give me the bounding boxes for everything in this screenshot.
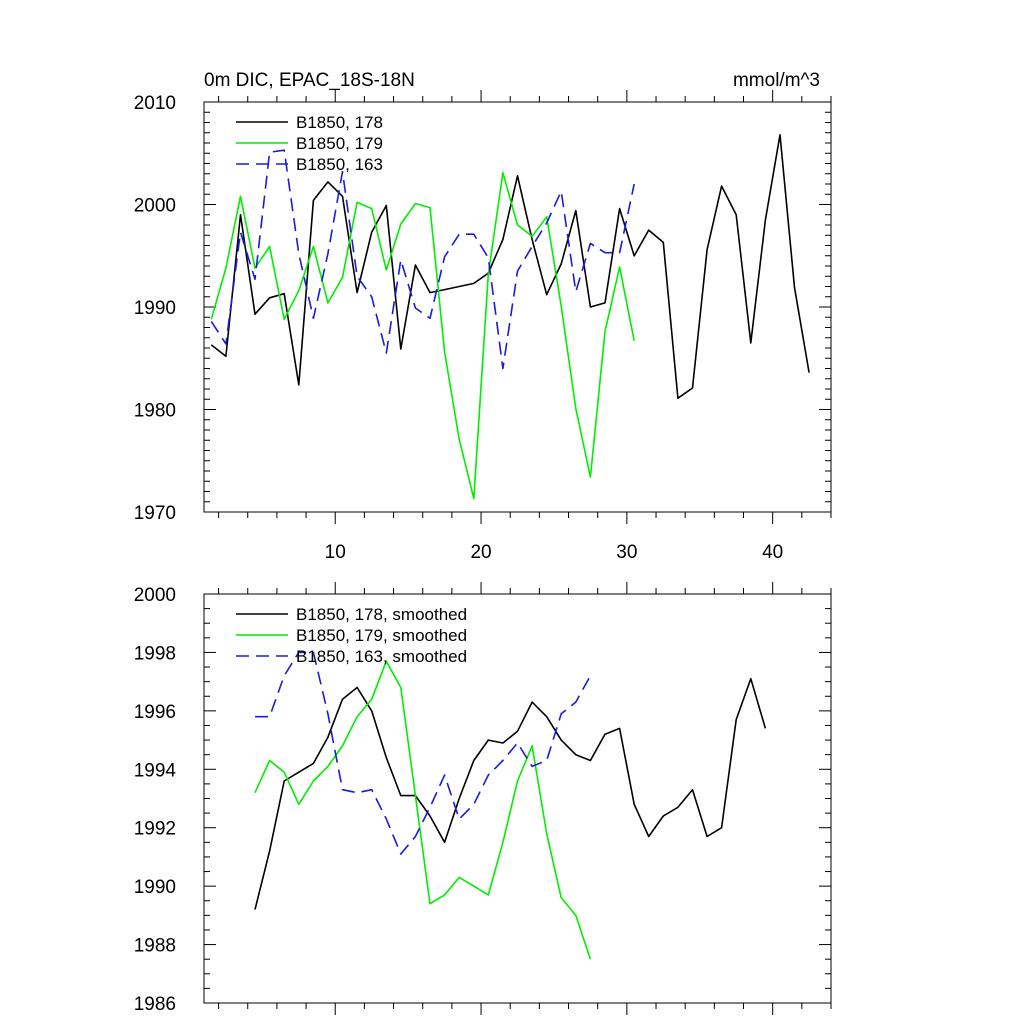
legend-label-1: B1850, 178 xyxy=(296,113,383,132)
y-tick-label: 1996 xyxy=(134,702,176,723)
y-tick-label: 2000 xyxy=(134,196,176,217)
top-panel-series xyxy=(210,134,810,500)
series-line-3 xyxy=(210,149,635,370)
series-line-2 xyxy=(210,171,635,500)
legend-label-1: B1850, 178, smoothed xyxy=(296,605,467,624)
legend-label-2: B1850, 179, smoothed xyxy=(296,626,467,645)
x-tick-label: 10 xyxy=(325,542,346,563)
series-line-1 xyxy=(254,677,767,910)
x-tick-label: 30 xyxy=(616,542,637,563)
series-line-2 xyxy=(254,660,592,960)
y-tick-label: 1980 xyxy=(134,401,176,422)
y-tick-label: 2010 xyxy=(134,93,176,114)
legend-label-3: B1850, 163, smoothed xyxy=(296,647,467,666)
top-panel-legend: B1850, 178 B1850, 179 B1850, 163 xyxy=(236,113,383,174)
bottom-panel: 1986 1988 1990 1992 1994 1996 1998 2000 B1850, … xyxy=(134,582,832,1015)
y-tick-label: 1988 xyxy=(134,936,176,957)
bottom-panel-frame xyxy=(203,593,832,1004)
y-tick-label: 1992 xyxy=(134,819,176,840)
series-line-1 xyxy=(210,134,810,400)
bottom-panel-series xyxy=(254,651,767,960)
units-label: mmol/m^3 xyxy=(733,70,820,91)
series-line-3 xyxy=(255,651,592,855)
bottom-panel-ticks: 1986 1988 1990 1992 1994 1996 1998 2000 xyxy=(134,582,832,1015)
y-tick-label: 1986 xyxy=(134,994,176,1015)
legend-label-2: B1850, 179 xyxy=(296,134,383,153)
panel-title: 0m DIC, EPAC_18S-18N xyxy=(204,70,415,91)
y-tick-label: 1970 xyxy=(134,503,176,524)
y-tick-label: 2000 xyxy=(134,585,176,606)
top-panel-frame xyxy=(203,101,832,513)
x-tick-label: 20 xyxy=(470,542,491,563)
top-panel: 0m DIC, EPAC_18S-18N mmol/m^3 1970 1980 19… xyxy=(134,70,832,563)
bottom-panel-legend: B1850, 178, smoothed B1850, 179, smoothed… xyxy=(236,605,467,666)
x-tick-label: 40 xyxy=(762,542,783,563)
legend-label-3: B1850, 163 xyxy=(296,155,383,174)
y-tick-label: 1990 xyxy=(134,877,176,898)
y-tick-label: 1994 xyxy=(134,760,177,781)
y-tick-label: 1998 xyxy=(134,643,176,664)
y-tick-label: 1990 xyxy=(134,298,176,319)
